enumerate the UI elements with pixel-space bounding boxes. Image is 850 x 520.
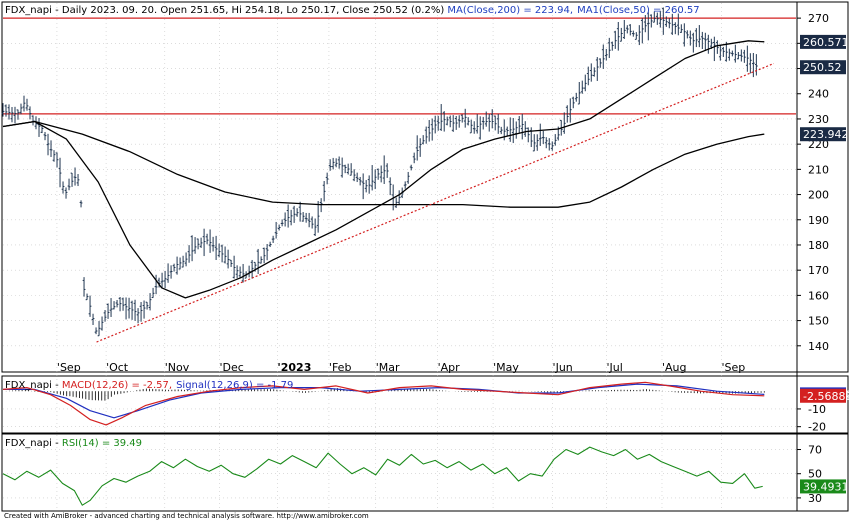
price-label-text-1: 250.52 bbox=[803, 61, 842, 74]
price-tick-label-3: 170 bbox=[808, 264, 829, 277]
price-label-box-2 bbox=[800, 127, 846, 142]
price-title-ticker: FDX_napi bbox=[5, 5, 52, 16]
macd-y-axis: -10-20 bbox=[797, 403, 826, 434]
month-label-12: 'Sep bbox=[721, 361, 745, 374]
macd-title-macd: MACD(12,26) = -2.57, bbox=[62, 380, 172, 391]
price-label-text-2: 223.942 bbox=[803, 128, 849, 141]
price-tick-label-9: 230 bbox=[808, 113, 829, 126]
ma50-line bbox=[2, 40, 765, 299]
month-label-5: 'Feb bbox=[329, 361, 352, 374]
price-tick-label-4: 180 bbox=[808, 239, 829, 252]
rsi-label-text-0: 39.4931 bbox=[803, 480, 849, 493]
month-label-11: 'Aug bbox=[662, 361, 687, 374]
rsi-title-value: RSI(14) = 39.49 bbox=[62, 438, 142, 449]
rsi-y-axis: 70 50 30 bbox=[797, 444, 822, 505]
month-label-0: 'Sep bbox=[57, 361, 81, 374]
rsi-tick-label-1: 50 bbox=[808, 468, 822, 481]
month-axis: 'Sep 'Oct 'Nov 'Dec '2023 'Feb 'Mar 'Apr 'May 'Ju… bbox=[57, 361, 745, 374]
price-title-info: - Daily 2023. 09. 20. Open 251.65, Hi 25… bbox=[52, 5, 448, 16]
month-label-9: 'Jun bbox=[553, 361, 573, 374]
rsi-title-sep: - bbox=[52, 438, 62, 449]
price-tick-label-10: 240 bbox=[808, 88, 829, 101]
macd-tick-label-1: -20 bbox=[808, 421, 826, 434]
macd-lines bbox=[2, 381, 765, 426]
rsi-tick-label-2: 30 bbox=[808, 492, 822, 505]
rsi-tick-label-0: 70 bbox=[808, 444, 822, 457]
rsi-title: FDX_napi - RSI(14) = 39.49 bbox=[5, 438, 142, 449]
rsi-gridlines bbox=[3, 449, 796, 499]
price-tick-label-8: 220 bbox=[808, 138, 829, 151]
rsi-value-labels: 39.4931 bbox=[800, 479, 849, 494]
macd-label-text-1: -2.56889 bbox=[803, 390, 850, 403]
moving-average-lines bbox=[2, 40, 765, 299]
macd-tick-label-0: -10 bbox=[808, 403, 826, 416]
price-title-ma50: MA1(Close,50) = 260.57 bbox=[577, 5, 700, 16]
month-label-7: 'Apr bbox=[438, 361, 461, 374]
rsi-title-ticker: FDX_napi bbox=[5, 438, 52, 449]
price-bars bbox=[1, 7, 758, 337]
macd-title-ticker: FDX_napi bbox=[5, 380, 52, 391]
resistance-lines bbox=[3, 17, 796, 115]
price-tick-label-13: 270 bbox=[808, 12, 829, 25]
price-title: FDX_napi - Daily 2023. 09. 20. Open 251.… bbox=[5, 5, 700, 16]
price-title-ma200: MA(Close,200) = 223.94, bbox=[447, 5, 573, 16]
price-tick-label-2: 160 bbox=[808, 289, 829, 302]
month-label-4: '2023 bbox=[277, 361, 311, 374]
month-label-3: 'Dec bbox=[219, 361, 243, 374]
price-label-text-0: 260.571 bbox=[803, 36, 849, 49]
macd-title: FDX_napi - MACD(12,26) = -2.57, Signal(12… bbox=[5, 380, 293, 391]
ma200-line bbox=[2, 120, 765, 208]
macd-title-signal: Signal(12,26,9) = -1.79 bbox=[176, 380, 293, 391]
macd-gridlines bbox=[3, 408, 796, 427]
rsi-label-box-0 bbox=[800, 479, 846, 494]
price-tick-label-1: 150 bbox=[808, 315, 829, 328]
macd-value-labels: -1.79199-2.56889 bbox=[800, 387, 850, 403]
price-label-box-0 bbox=[800, 34, 846, 49]
month-label-2: 'Nov bbox=[165, 361, 190, 374]
month-label-6: 'Mar bbox=[376, 361, 400, 374]
price-label-box-1 bbox=[800, 60, 846, 75]
price-tick-label-6: 200 bbox=[808, 189, 829, 202]
macd-title-sep: - bbox=[52, 380, 62, 391]
rsi-line bbox=[2, 446, 763, 506]
macd-label-box-1 bbox=[800, 388, 846, 403]
rsi-line bbox=[2, 446, 763, 506]
macd-line bbox=[2, 381, 765, 426]
footer-credit: Created with AmiBroker - advanced charti… bbox=[4, 512, 369, 520]
price-value-labels: 260.571 250.52 223.942 bbox=[800, 34, 849, 142]
month-label-1: 'Oct bbox=[106, 361, 129, 374]
price-tick-label-7: 210 bbox=[808, 163, 829, 176]
month-label-8: 'May bbox=[493, 361, 519, 374]
month-label-10: 'Jul bbox=[606, 361, 622, 374]
price-tick-label-0: 140 bbox=[808, 340, 829, 353]
signal-line bbox=[3, 383, 765, 419]
price-tick-label-5: 190 bbox=[808, 214, 829, 227]
